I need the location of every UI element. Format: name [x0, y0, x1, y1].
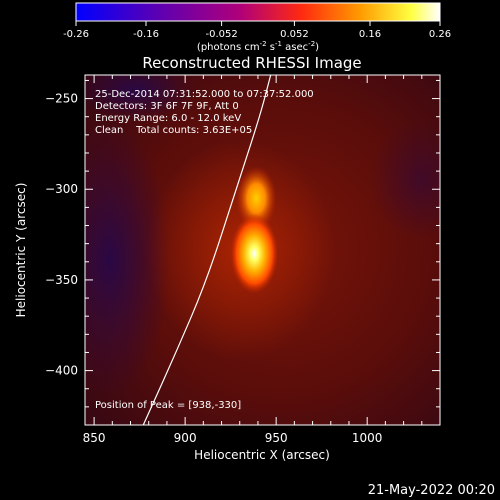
annotation-clean: Clean Total counts: 3.63E+05: [95, 125, 252, 136]
solar-limb-curve: [142, 75, 272, 425]
colorbar: [75, 2, 441, 22]
colorbar-tick-label: 0.26: [429, 29, 451, 40]
colorbar-tick-label: -0.26: [63, 29, 89, 40]
y-tick-label: −300: [45, 182, 78, 196]
annotation-time: 25-Dec-2014 07:31:52.000 to 07:37:52.000: [95, 89, 314, 100]
plot-frame: [84, 74, 441, 426]
x-axis-ticks: 850 900 950 1000: [83, 75, 441, 445]
y-axis-label: Heliocentric Y (arcsec): [14, 183, 28, 318]
x-axis-label: Heliocentric X (arcsec): [194, 448, 330, 462]
y-tick-label: −350: [45, 273, 78, 287]
colorbar-tick-label: -0.16: [133, 29, 159, 40]
y-axis-ticks: −250 −300 −350 −400: [45, 79, 440, 426]
x-tick-label: 850: [83, 431, 106, 445]
secondary-source: [236, 166, 277, 231]
peak-position-label: Position of Peak = [938,-330]: [95, 400, 241, 411]
colorbar-tick-label: -0.052: [205, 29, 237, 40]
footer-date: 21-May-2022 00:20: [368, 483, 495, 498]
colorbar-tick-label: 0.052: [280, 29, 309, 40]
peak-source: [230, 213, 279, 294]
heatmap-image: [85, 75, 440, 425]
y-tick-label: −400: [45, 364, 78, 378]
x-tick-label: 950: [265, 431, 288, 445]
y-tick-label: −250: [45, 92, 78, 106]
x-tick-label: 900: [174, 431, 197, 445]
annotation-energy: Energy Range: 6.0 - 12.0 keV: [95, 113, 241, 124]
colorbar-unit-label: (photons cm-2 s-1 asec-2): [197, 40, 319, 53]
colorbar-ticks: -0.26 -0.16 -0.052 0.052 0.16 0.26: [63, 21, 451, 40]
annotation-detectors: Detectors: 3F 6F 7F 9F, Att 0: [95, 101, 239, 112]
chart-title: Reconstructed RHESSI Image: [142, 54, 361, 72]
x-tick-label: 1000: [352, 431, 383, 445]
colorbar-tick-label: 0.16: [359, 29, 381, 40]
